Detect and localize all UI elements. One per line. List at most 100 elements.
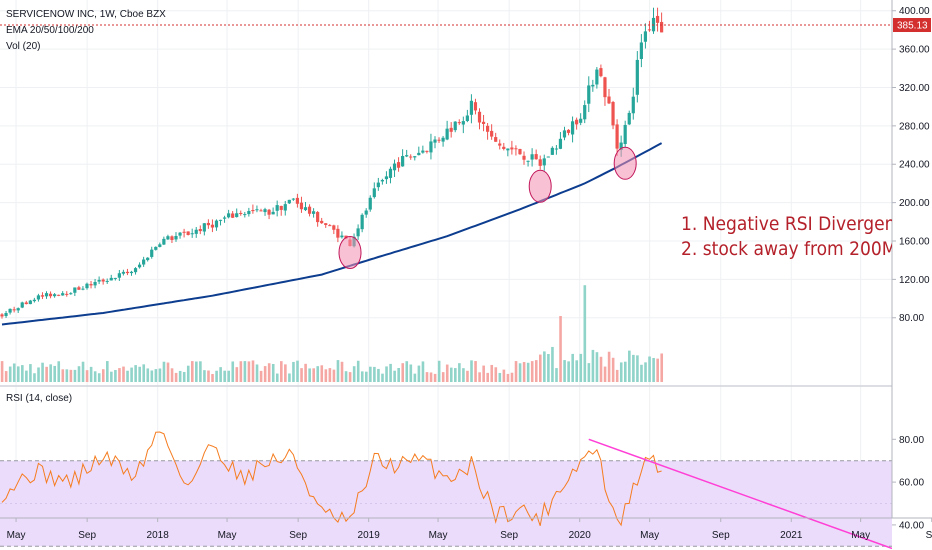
volume-bar <box>385 366 388 382</box>
candle-body <box>409 156 413 158</box>
volume-bar <box>530 361 534 382</box>
volume-bar <box>186 365 190 382</box>
rsi-tick-label: 60.00 <box>899 478 924 489</box>
candle-body <box>429 141 433 153</box>
candle-body <box>518 148 522 155</box>
volume-bar <box>632 354 635 382</box>
volume-bar <box>33 373 36 382</box>
volume-bar <box>522 362 526 382</box>
candle-body <box>150 249 154 257</box>
candle-body <box>530 154 534 160</box>
volume-bar <box>4 371 8 382</box>
volume-bar <box>526 362 530 382</box>
volume-bar <box>389 363 392 382</box>
candle-body <box>198 229 202 232</box>
volume-bar <box>114 370 117 382</box>
volume-bar <box>174 372 178 382</box>
candle-body <box>494 137 498 142</box>
candle-body <box>558 138 563 149</box>
volume-bar <box>296 360 299 382</box>
volume-bar <box>405 361 409 382</box>
candle-body <box>166 236 170 240</box>
candle-body <box>158 244 162 247</box>
volume-bar <box>599 356 603 382</box>
candle-body <box>210 224 215 228</box>
volume-bar <box>243 361 247 382</box>
candle-body <box>473 102 478 111</box>
volume-bar <box>239 361 243 382</box>
volume-bar <box>575 360 579 382</box>
candle-body <box>275 205 279 211</box>
candle-body <box>316 212 320 223</box>
candle-body <box>623 124 627 145</box>
volume-bar <box>29 364 32 382</box>
candle-body <box>137 264 142 268</box>
candle-body <box>178 232 182 236</box>
candle-body <box>550 147 554 155</box>
volume-bar <box>170 368 174 382</box>
candle-body <box>510 147 514 150</box>
volume-bar <box>563 360 566 382</box>
candle-body <box>566 129 571 133</box>
volume-bar <box>397 367 400 382</box>
volume-bar <box>478 372 481 382</box>
volume-bar <box>583 285 587 382</box>
volume-bar <box>611 357 615 382</box>
volume-bar <box>648 356 651 382</box>
candle-body <box>392 163 397 171</box>
volume-bar <box>312 368 315 382</box>
candle-body <box>639 42 643 60</box>
candle-body <box>44 293 49 297</box>
volume-bar <box>344 371 348 382</box>
volume-bar <box>16 366 20 382</box>
volume-bar <box>81 361 85 382</box>
candle-body <box>538 159 542 166</box>
volume-bar <box>8 366 12 382</box>
volume-series <box>0 285 664 382</box>
candle-body <box>125 271 130 274</box>
volume-bar <box>369 366 372 382</box>
volume-bar <box>401 363 405 382</box>
volume-bar <box>534 360 538 382</box>
volume-bar <box>284 364 287 382</box>
candle-body <box>279 205 283 210</box>
candle-body <box>182 231 186 233</box>
candle-body <box>53 294 57 297</box>
candle-body <box>231 213 235 218</box>
candle-body <box>526 160 530 162</box>
candle-body <box>465 115 469 122</box>
volume-bar <box>142 364 146 382</box>
candlestick-series <box>0 7 664 319</box>
time-tick-label: 2019 <box>358 530 381 541</box>
time-tick-label: Se <box>926 530 932 541</box>
volume-bar <box>21 365 24 382</box>
ema-200-line <box>1 142 663 326</box>
candle-body <box>603 77 607 98</box>
time-tick-label: May <box>429 530 448 541</box>
candle-body <box>607 96 611 104</box>
rsi-line <box>1 431 662 527</box>
volume-bar <box>393 370 396 382</box>
highlight-ellipse <box>338 236 362 270</box>
candle-body <box>324 223 328 226</box>
price-tick-label: 200.00 <box>899 198 930 209</box>
volume-bar <box>514 361 518 382</box>
candle-body <box>227 213 231 218</box>
candle-body <box>69 293 73 295</box>
volume-bar <box>316 366 320 382</box>
rsi-tick-label: 40.00 <box>899 520 924 531</box>
volume-bar <box>158 368 162 382</box>
volume-bar <box>150 370 154 382</box>
candle-body <box>437 139 441 141</box>
volume-bar <box>652 357 655 382</box>
volume-bar <box>49 364 52 382</box>
candle-body <box>384 176 389 180</box>
volume-bar <box>275 373 279 382</box>
volume-bar <box>231 361 235 382</box>
candle-body <box>336 228 340 238</box>
candle-body <box>477 111 482 123</box>
candle-body <box>655 15 660 23</box>
candle-body <box>255 209 259 211</box>
